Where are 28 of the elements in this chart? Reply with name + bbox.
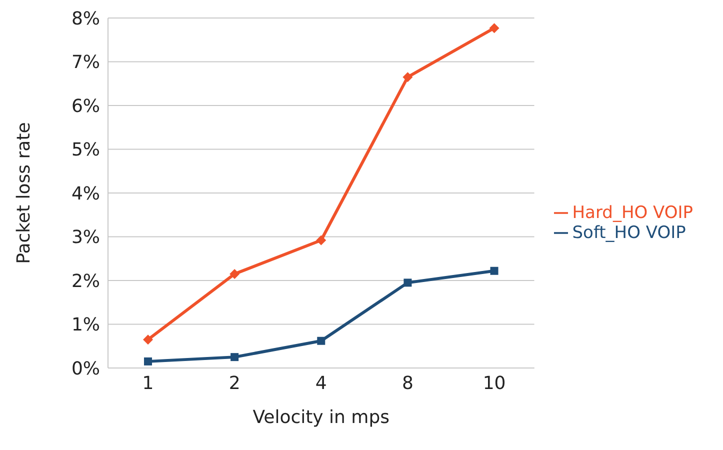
point [489,23,500,34]
point [316,235,326,246]
y-tick-label: 3% [71,227,100,248]
point [490,266,498,275]
point [230,353,239,362]
y-tick-label: 5% [71,140,100,161]
x-tick-label: 10 [482,372,506,394]
point [230,268,240,279]
x-tick-label: 8 [402,372,414,394]
point [317,336,326,345]
legend-label: Hard_HO VOIP [572,203,693,223]
legend-label: Soft_HO VOIP [572,223,686,243]
x-tick-label: 1 [142,372,154,394]
y-tick-label: 8% [71,8,100,30]
y-tick-label: 7% [71,52,100,74]
y-tick-label: 6% [71,96,100,117]
point [144,357,152,366]
y-tick-label: 0% [71,358,100,380]
x-axis-title: Velocity in mps [252,407,390,428]
x-tick-label: 2 [228,372,240,394]
y-tick-label: 1% [71,314,100,336]
y-tick-label: 2% [71,270,100,292]
x-tick-label: 4 [315,372,327,394]
y-axis-title: Packet loss rate [13,122,34,264]
point [402,72,413,82]
y-tick-label: 4% [71,183,100,204]
point [404,278,412,287]
point [143,334,153,345]
